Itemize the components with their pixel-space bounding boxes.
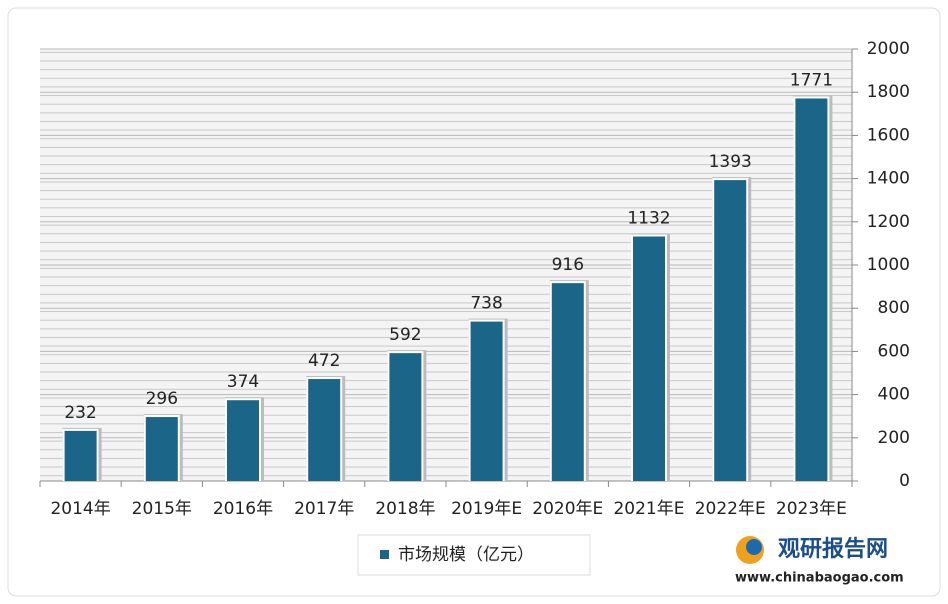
y-tick-label: 200 [878, 428, 910, 448]
y-tick-label: 1400 [867, 169, 910, 189]
x-tick-label: 2021年E [613, 499, 684, 519]
value-label: 916 [552, 255, 584, 275]
bar [795, 98, 828, 482]
value-label: 1771 [790, 70, 833, 90]
x-tick-label: 2015年 [132, 499, 192, 519]
y-tick-label: 1600 [867, 125, 910, 145]
bar [145, 417, 178, 481]
watermark-name: 观研报告网 [778, 537, 888, 562]
y-tick-label: 2000 [867, 39, 910, 59]
x-tick-label: 2017年 [294, 499, 354, 519]
legend: 市场规模（亿元） [357, 534, 591, 576]
legend-box [357, 534, 591, 576]
y-tick-label: 1200 [867, 212, 910, 232]
bar [633, 236, 665, 481]
value-label: 232 [64, 403, 96, 423]
x-tick-label: 2020年E [532, 499, 603, 519]
watermark-logo [746, 539, 762, 555]
bar [551, 283, 584, 481]
value-label: 472 [308, 351, 340, 371]
x-tick-label: 2022年E [695, 499, 766, 519]
legend-label: 市场规模（亿元） [398, 545, 534, 565]
x-tick-label: 2014年 [50, 499, 110, 519]
bar [64, 430, 97, 481]
value-label: 592 [389, 325, 421, 345]
y-tick-label: 1800 [867, 82, 910, 102]
value-label: 296 [146, 389, 178, 409]
x-tick-label: 2019年E [451, 499, 522, 519]
value-label: 1132 [627, 208, 670, 228]
value-label: 738 [470, 294, 502, 314]
y-tick-label: 1000 [867, 255, 910, 275]
x-tick-label: 2016年 [213, 499, 273, 519]
y-tick-label: 600 [878, 341, 910, 361]
bar [714, 180, 747, 481]
y-tick-label: 800 [878, 298, 910, 318]
value-label: 1393 [709, 152, 752, 172]
bar [470, 321, 503, 481]
y-tick-label: 400 [878, 385, 910, 405]
bar [389, 353, 422, 481]
legend-swatch [380, 550, 389, 559]
watermark-url: www.chinabaogao.com [735, 571, 904, 586]
x-tick-label: 2023年E [776, 499, 847, 519]
bar [227, 400, 259, 481]
value-label: 374 [227, 372, 259, 392]
bar [308, 379, 341, 481]
watermark: 观研报告网 www.chinabaogao.com [735, 536, 904, 586]
y-tick-label: 0 [899, 471, 910, 491]
x-tick-label: 2018年 [375, 499, 435, 519]
